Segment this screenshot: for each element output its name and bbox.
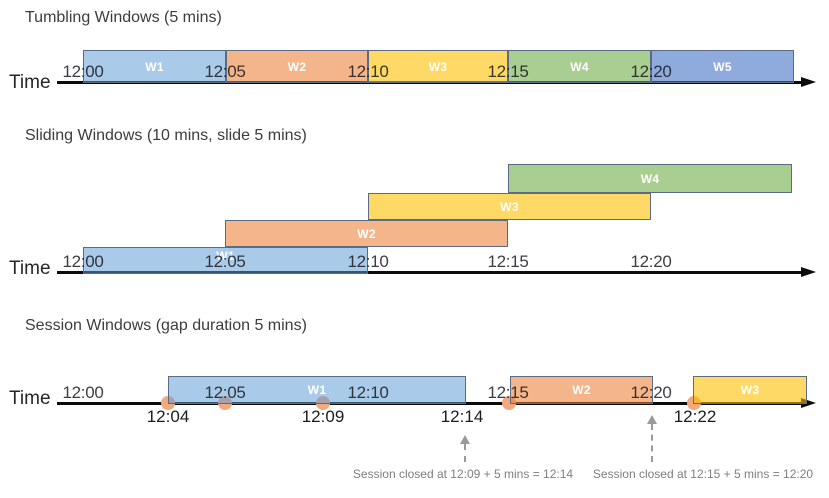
axis-tick: 12:20: [630, 383, 672, 402]
axis-tick: 12:15: [487, 383, 529, 402]
window-bar-label: W5: [713, 59, 732, 74]
window-bar-label: W4: [570, 59, 589, 74]
axis-tick: 12:20: [630, 62, 672, 81]
window-bar-w3: W3: [368, 193, 651, 220]
window-bar-w1: W1: [168, 376, 466, 404]
event-time-label: 12:22: [673, 407, 717, 426]
time-axis-label: Time: [9, 258, 51, 279]
window-bar-label: W2: [357, 226, 376, 241]
axis-tick: 12:05: [204, 252, 246, 271]
window-bar-w4: W4: [508, 164, 792, 193]
event-time-label: 12:04: [146, 407, 190, 426]
window-bar-w3: W3: [368, 50, 508, 83]
session-close-annotation: Session closed at 12:15 + 5 mins = 12:20: [592, 467, 814, 481]
axis-arrowhead: [801, 398, 816, 408]
axis-tick: 12:05: [204, 62, 246, 81]
up-arrowhead-icon: [460, 435, 470, 444]
axis-tick: 12:00: [62, 383, 104, 402]
time-axis-line: [57, 271, 802, 274]
axis-tick: 12:10: [347, 252, 389, 271]
time-axis-label: Time: [9, 72, 51, 93]
session-close-arrow: [464, 444, 466, 462]
axis-tick: 12:00: [62, 252, 104, 271]
axis-arrowhead: [801, 267, 816, 277]
window-bar-label: W3: [428, 59, 448, 74]
window-bar-w4: W4: [508, 50, 651, 83]
axis-tick: 12:05: [204, 383, 246, 402]
window-bar-label: W3: [500, 199, 519, 214]
time-axis-label: Time: [9, 388, 51, 409]
window-bar-label: W3: [740, 383, 760, 397]
window-bar-label: W1: [145, 59, 164, 74]
window-bar-w2: W2: [225, 220, 508, 247]
up-arrowhead-icon: [647, 415, 657, 424]
axis-arrowhead: [801, 77, 816, 87]
axis-tick: 12:15: [487, 252, 529, 271]
window-bar-label: W1: [307, 383, 327, 397]
window-bar-label: W2: [287, 59, 307, 74]
window-bar-w5: W5: [651, 50, 794, 83]
axis-tick: 12:20: [630, 252, 672, 271]
session-section-title: Session Windows (gap duration 5 mins): [25, 317, 307, 334]
axis-tick: 12:00: [62, 62, 104, 81]
axis-tick: 12:15: [487, 62, 529, 81]
window-bar-w2: W2: [226, 50, 368, 83]
session-close-annotation: Session closed at 12:09 + 5 mins = 12:14: [352, 467, 574, 481]
sliding-section-title: Sliding Windows (10 mins, slide 5 mins): [25, 127, 307, 144]
event-time-label: 12:09: [301, 407, 345, 426]
window-close-time-label: 12:14: [440, 407, 484, 426]
window-bar-label: W1: [216, 248, 235, 263]
window-bar-label: W2: [572, 383, 591, 397]
axis-tick: 12:10: [347, 62, 389, 81]
window-bar-w1: W1: [83, 50, 226, 83]
session-close-arrow: [651, 424, 653, 462]
window-bar-w2: W2: [510, 376, 653, 404]
window-bar-w1: W1: [83, 247, 368, 274]
tumbling-section-title: Tumbling Windows (5 mins): [25, 9, 222, 26]
window-bar-w3: W3: [693, 376, 807, 404]
axis-tick: 12:10: [347, 383, 389, 402]
window-bar-label: W4: [640, 171, 660, 186]
